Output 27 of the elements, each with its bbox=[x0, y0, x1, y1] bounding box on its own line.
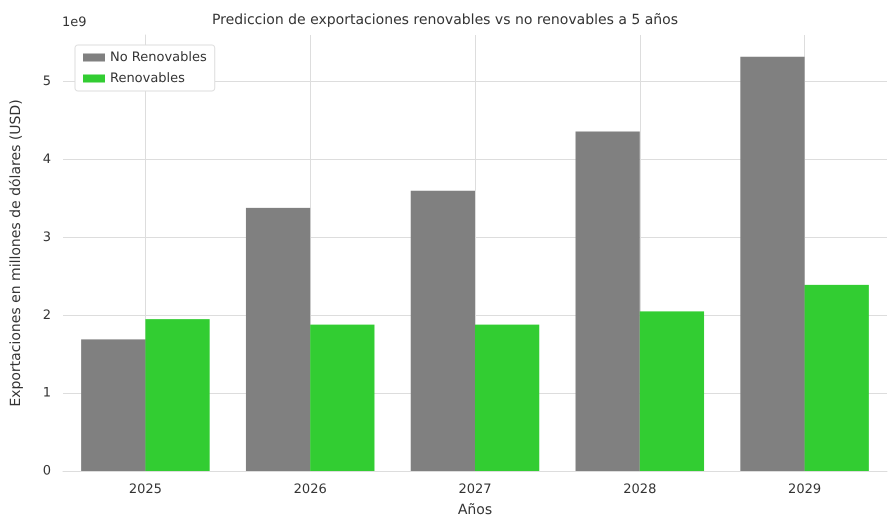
x-tick-label: 2027 bbox=[458, 482, 492, 497]
bar bbox=[475, 324, 540, 471]
bar bbox=[310, 324, 374, 471]
y-tick-label: 2 bbox=[42, 308, 51, 323]
bar bbox=[145, 319, 210, 471]
x-tick-label: 2025 bbox=[128, 482, 162, 497]
x-axis-title: Años bbox=[458, 502, 492, 518]
y-tick-label: 3 bbox=[42, 230, 51, 245]
y-tick-label: 5 bbox=[42, 74, 51, 90]
legend-label: No Renovables bbox=[110, 50, 207, 65]
bar bbox=[804, 284, 869, 471]
bar bbox=[640, 311, 704, 471]
y-tick-label: 1 bbox=[42, 386, 51, 401]
x-tick-label: 2028 bbox=[623, 482, 656, 497]
y-axis-title: Exportaciones en millones de dólares (USD) bbox=[8, 99, 24, 407]
bar bbox=[740, 56, 805, 471]
bar bbox=[576, 132, 640, 471]
legend-label: Renovables bbox=[110, 71, 186, 86]
bar bbox=[246, 208, 310, 471]
x-tick-label: 2029 bbox=[788, 482, 822, 497]
y-tick-label: 0 bbox=[42, 464, 51, 478]
chart-title: Prediccion de exportaciones renovables vs no renovables a 5 años bbox=[212, 12, 678, 28]
text: 1e9 bbox=[62, 15, 87, 30]
bar bbox=[81, 339, 146, 471]
bar bbox=[410, 190, 475, 471]
y-tick-label: 4 bbox=[42, 152, 51, 168]
x-tick-label: 2026 bbox=[294, 482, 327, 497]
